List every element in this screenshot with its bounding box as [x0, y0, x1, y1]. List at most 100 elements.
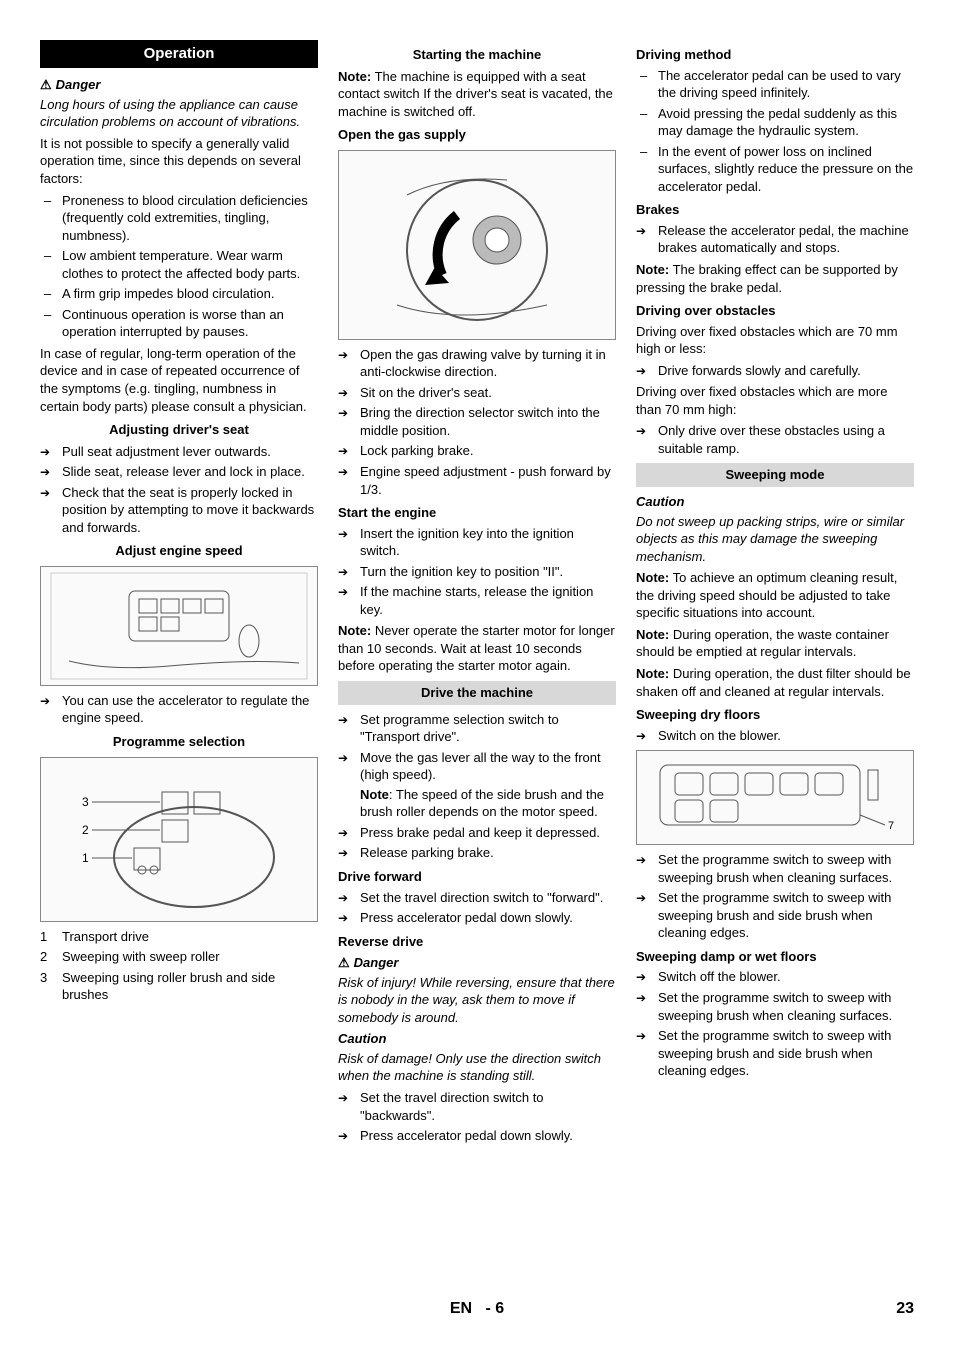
- step: Set the programme switch to sweep with s…: [636, 889, 914, 942]
- driving-method-bullets: The accelerator pedal can be used to var…: [636, 67, 914, 196]
- bullet: The accelerator pedal can be used to var…: [636, 67, 914, 102]
- dry-step1: Switch on the blower.: [636, 727, 914, 745]
- step: Set the programme switch to sweep with s…: [636, 989, 914, 1024]
- step: Set the travel direction switch to "back…: [338, 1089, 616, 1124]
- step: Slide seat, release lever and lock in pl…: [40, 463, 318, 481]
- drive-steps1: Set programme selection switch to "Trans…: [338, 711, 616, 862]
- legend-item: 2Sweeping with sweep roller: [40, 948, 318, 966]
- legend-item: 1Transport drive: [40, 928, 318, 946]
- column-2: Starting the machine Note: The machine i…: [338, 40, 616, 1149]
- step: Move the gas lever all the way to the fr…: [338, 749, 616, 821]
- svg-text:3: 3: [82, 795, 89, 809]
- step: Set programme selection switch to "Trans…: [338, 711, 616, 746]
- dry-step2: Set the programme switch to sweep with s…: [636, 851, 914, 942]
- bullet: Low ambient temperature. Wear warm cloth…: [40, 247, 318, 282]
- bullet: Proneness to blood circulation deficienc…: [40, 192, 318, 245]
- obstacles-p1: Driving over fixed obstacles which are 7…: [636, 323, 914, 358]
- obstacles-s2: Only drive over these obstacles using a …: [636, 422, 914, 457]
- step: Set the travel direction switch to "forw…: [338, 889, 616, 907]
- obstacles-p2: Driving over fixed obstacles which are m…: [636, 383, 914, 418]
- step: Drive forwards slowly and carefully.: [636, 362, 914, 380]
- programme-header: Programme selection: [40, 733, 318, 751]
- seat-header: Adjusting driver's seat: [40, 421, 318, 439]
- wet-steps: Switch off the blower. Set the programme…: [636, 968, 914, 1079]
- brakes-note: Note: The braking effect can be supporte…: [636, 261, 914, 296]
- dry-header: Sweeping dry floors: [636, 706, 914, 724]
- step: Release parking brake.: [338, 844, 616, 862]
- reverse-danger-text: Risk of injury! While reversing, ensure …: [338, 974, 616, 1027]
- starting-header: Starting the machine: [338, 46, 616, 64]
- step: If the machine starts, release the ignit…: [338, 583, 616, 618]
- step: Set the programme switch to sweep with s…: [636, 1027, 914, 1080]
- danger-label: Danger: [40, 76, 318, 94]
- sweep-note-1: Note: To achieve an optimum cleaning res…: [636, 569, 914, 622]
- start-engine-steps: Insert the ignition key into the ignitio…: [338, 525, 616, 619]
- step: Lock parking brake.: [338, 442, 616, 460]
- engine-caption: You can use the accelerator to regulate …: [40, 692, 318, 727]
- sweep-caution-text: Do not sweep up packing strips, wire or …: [636, 513, 914, 566]
- footer-page-global: 23: [896, 1298, 914, 1320]
- danger-para: It is not possible to specify a generall…: [40, 135, 318, 188]
- reverse-danger-label: Danger: [338, 954, 616, 972]
- step: Sit on the driver's seat.: [338, 384, 616, 402]
- programme-legend: 1Transport drive 2Sweeping with sweep ro…: [40, 928, 318, 1004]
- bullet: Avoid pressing the pedal suddenly as thi…: [636, 105, 914, 140]
- gas-steps: Open the gas drawing valve by turning it…: [338, 346, 616, 498]
- brakes-header: Brakes: [636, 201, 914, 219]
- reverse-steps: Set the travel direction switch to "back…: [338, 1089, 616, 1145]
- danger-italic: Long hours of using the appliance can ca…: [40, 96, 318, 131]
- seat-steps: Pull seat adjustment lever outwards. Sli…: [40, 443, 318, 537]
- sweeping-header: Sweeping mode: [636, 463, 914, 487]
- danger-para2: In case of regular, long-term operation …: [40, 345, 318, 415]
- engine-header: Adjust engine speed: [40, 542, 318, 560]
- driving-method-header: Driving method: [636, 46, 914, 64]
- bullet: In the event of power loss on inclined s…: [636, 143, 914, 196]
- step: Press accelerator pedal down slowly.: [338, 1127, 616, 1145]
- engine-speed-figure: [40, 566, 318, 686]
- svg-text:7: 7: [888, 820, 894, 832]
- step: Release the accelerator pedal, the machi…: [636, 222, 914, 257]
- programme-figure: 3 2 1: [40, 757, 318, 922]
- reverse-header: Reverse drive: [338, 933, 616, 951]
- step: Open the gas drawing valve by turning it…: [338, 346, 616, 381]
- danger-bullets: Proneness to blood circulation deficienc…: [40, 192, 318, 341]
- step: Pull seat adjustment lever outwards.: [40, 443, 318, 461]
- step: Engine speed adjustment - push forward b…: [338, 463, 616, 498]
- gas-figure: [338, 150, 616, 340]
- reverse-caution-label: Caution: [338, 1030, 616, 1048]
- step: Press brake pedal and keep it depressed.: [338, 824, 616, 842]
- brakes-steps: Release the accelerator pedal, the machi…: [636, 222, 914, 257]
- page-columns: Operation Danger Long hours of using the…: [40, 40, 914, 1149]
- bullet: Continuous operation is worse than an op…: [40, 306, 318, 341]
- footer-center: EN - 6: [450, 1298, 504, 1320]
- sweep-note-2: Note: During operation, the waste contai…: [636, 626, 914, 661]
- step: Set the programme switch to sweep with s…: [636, 851, 914, 886]
- obstacles-s1: Drive forwards slowly and carefully.: [636, 362, 914, 380]
- drive-header: Drive the machine: [338, 681, 616, 705]
- engine-caption-list: You can use the accelerator to regulate …: [40, 692, 318, 727]
- operation-header: Operation: [40, 40, 318, 68]
- step: Switch off the blower.: [636, 968, 914, 986]
- dry-figure: 7: [636, 750, 914, 845]
- wet-header: Sweeping damp or wet floors: [636, 948, 914, 966]
- svg-text:2: 2: [82, 823, 89, 837]
- bullet: A firm grip impedes blood circulation.: [40, 285, 318, 303]
- step: Switch on the blower.: [636, 727, 914, 745]
- sweep-note-3: Note: During operation, the dust filter …: [636, 665, 914, 700]
- page-footer: EN - 6 23: [0, 1298, 954, 1320]
- start-engine-note: Note: Never operate the starter motor fo…: [338, 622, 616, 675]
- svg-text:1: 1: [82, 851, 89, 865]
- sweep-caution-label: Caution: [636, 493, 914, 511]
- column-1: Operation Danger Long hours of using the…: [40, 40, 318, 1149]
- step: Check that the seat is properly locked i…: [40, 484, 318, 537]
- obstacles-header: Driving over obstacles: [636, 302, 914, 320]
- drive-forward-header: Drive forward: [338, 868, 616, 886]
- drive-forward-steps: Set the travel direction switch to "forw…: [338, 889, 616, 927]
- step: Bring the direction selector switch into…: [338, 404, 616, 439]
- step: Only drive over these obstacles using a …: [636, 422, 914, 457]
- step: Press accelerator pedal down slowly.: [338, 909, 616, 927]
- reverse-caution-text: Risk of damage! Only use the direction s…: [338, 1050, 616, 1085]
- column-3: Driving method The accelerator pedal can…: [636, 40, 914, 1149]
- gas-header: Open the gas supply: [338, 126, 616, 144]
- start-engine-header: Start the engine: [338, 504, 616, 522]
